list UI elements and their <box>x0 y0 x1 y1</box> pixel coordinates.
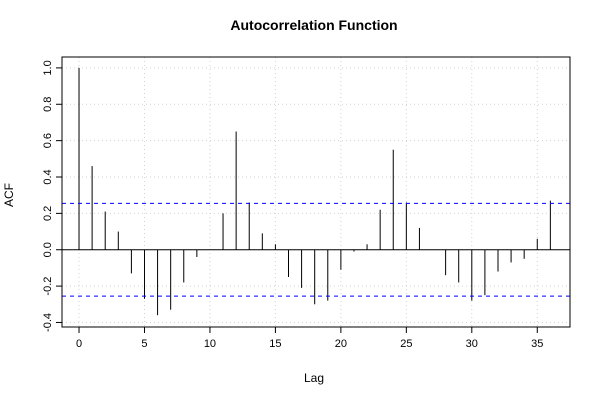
y-tick-label-1: -0.2 <box>42 277 54 296</box>
chart-title: Autocorrelation Function <box>230 17 397 33</box>
x-tick-label-3: 15 <box>269 338 281 350</box>
y-tick-label-0: -0.4 <box>42 313 54 332</box>
y-tick-label-4: 0.4 <box>42 169 54 184</box>
reference-lines <box>62 202 570 297</box>
x-tick-label-4: 20 <box>335 338 347 350</box>
axes: 0 5 10 15 20 25 30 35 -0.4 -0.2 0.0 0.2 0.4 0.6 0.8 1.0 <box>42 56 571 350</box>
plot-border <box>61 56 571 328</box>
grid-lines <box>62 57 570 327</box>
x-tick-label-6: 30 <box>466 338 478 350</box>
x-tick-label-7: 35 <box>531 338 543 350</box>
x-tick-label-2: 10 <box>204 338 216 350</box>
y-tick-label-3: 0.2 <box>42 206 54 221</box>
y-axis-label: ACF <box>2 183 16 207</box>
acf-bars <box>78 67 551 316</box>
y-tick-label-6: 0.8 <box>42 97 54 112</box>
x-tick-label-5: 25 <box>400 338 412 350</box>
x-axis-label: Lag <box>304 371 324 385</box>
x-tick-label-1: 5 <box>141 338 147 350</box>
y-tick-label-5: 0.6 <box>42 133 54 148</box>
x-tick-label-0: 0 <box>76 338 82 350</box>
y-tick-label-2: 0.0 <box>42 242 54 257</box>
y-tick-label-7: 1.0 <box>42 60 54 75</box>
